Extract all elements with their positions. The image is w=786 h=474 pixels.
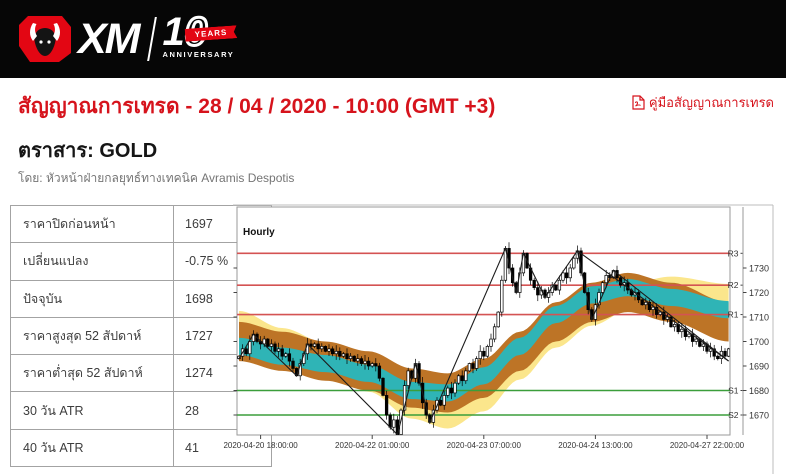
pdf-icon: [632, 95, 645, 110]
table-row: ราคาปิดก่อนหน้า 1697: [10, 204, 272, 244]
stat-label: 30 วัน ATR: [10, 391, 174, 430]
stat-value: 1727: [173, 316, 272, 356]
brand-text: XM: [78, 15, 140, 63]
analyst-byline: โดย: หัวหน้าฝ่ายกลยุทธ์ทางเทคนิค Avramis…: [18, 171, 295, 185]
time-tick-label: 2020-04-24 13:00:00: [558, 441, 633, 450]
table-row: 40 วัน ATR 41: [10, 428, 272, 468]
table-row: ราคาสูงสุด 52 สัปดาห์ 1727: [10, 316, 272, 356]
level-label-R3: R3: [728, 248, 739, 258]
level-label-R2: R2: [728, 280, 739, 290]
price-tick-label: 1730: [749, 264, 769, 274]
time-tick-label: 2020-04-27 22:00:00: [670, 441, 745, 450]
price-axis: 1730 1720 1710 1700 1690 1680 1670: [233, 207, 769, 435]
stat-value: 1698: [173, 279, 272, 318]
table-row: ราคาต่ำสุด 52 สัปดาห์ 1274: [10, 354, 272, 393]
stats-table: ราคาปิดก่อนหน้า 1697 เปลี่ยนแปลง -0.75 % ป…: [10, 204, 272, 468]
candlesticks: [237, 242, 730, 435]
page-title: สัญญาณการเทรด - 28 / 04 / 2020 - 10:00 (…: [18, 95, 496, 118]
outer-envelope-yellow: [239, 276, 729, 429]
trend-line: [577, 250, 729, 362]
stat-value: 1697: [173, 204, 272, 244]
stat-label: ปัจจุบัน: [10, 279, 174, 318]
anniversary-label: ANNIVERSARY: [162, 50, 235, 59]
zigzag-lines: [238, 246, 729, 435]
stat-value: 1274: [173, 354, 272, 393]
price-tick-label: 1690: [749, 362, 769, 372]
manual-link-label: คู่มือสัญญาณการเทรด: [648, 95, 774, 110]
table-row: ปัจจุบัน 1698: [10, 279, 272, 318]
stat-label: เปลี่ยนแปลง: [10, 242, 174, 281]
bull-icon: [19, 16, 71, 62]
stat-value: 28: [173, 391, 272, 430]
xm-logo[interactable]: XM 10 YEARS ANNIVERSARY: [18, 9, 249, 64]
stat-label: ราคาสูงสุด 52 สัปดาห์: [10, 316, 174, 356]
header-bar: XM 10 YEARS ANNIVERSARY: [0, 0, 786, 78]
ma-envelope-bands: [239, 272, 729, 429]
level-label-R1: R1: [728, 310, 739, 320]
signals-manual-link[interactable]: คู่มือสัญญาณการเทรด: [632, 92, 774, 113]
anniversary-badge: 10 YEARS ANNIVERSARY: [162, 9, 249, 64]
price-tick-label: 1700: [749, 337, 769, 347]
level-label-S2: S2: [728, 410, 739, 420]
time-axis: 2020-04-20 18:00:00 2020-04-22 01:00:00 20…: [223, 435, 745, 450]
title-row: สัญญาณการเทรด - 28 / 04 / 2020 - 10:00 (…: [0, 86, 786, 126]
instrument-heading: ตราสาร: GOLD: [18, 140, 158, 162]
stat-label: ราคาต่ำสุด 52 สัปดาห์: [10, 354, 174, 393]
time-tick-label: 2020-04-22 01:00:00: [335, 441, 410, 450]
table-row: 30 วัน ATR 28: [10, 391, 272, 430]
price-tick-label: 1670: [749, 411, 769, 421]
table-row: เปลี่ยนแปลง -0.75 %: [10, 242, 272, 281]
price-tick-label: 1720: [749, 288, 769, 298]
zigzag-line: [238, 246, 729, 435]
stat-label: ราคาปิดก่อนหน้า: [10, 204, 174, 244]
inner-envelope-teal: [239, 279, 729, 402]
sr-level-lines: R3 R2 R1 S1 S2: [237, 248, 743, 420]
stat-value: 41: [173, 428, 272, 468]
price-tick-label: 1710: [749, 313, 769, 323]
mid-envelope-brown: [239, 272, 729, 413]
stat-label: 40 วัน ATR: [10, 428, 174, 468]
stat-value: -0.75 %: [173, 242, 272, 281]
level-label-S1: S1: [728, 386, 739, 396]
logo-divider: [146, 17, 157, 61]
price-tick-label: 1680: [749, 386, 769, 396]
time-tick-label: 2020-04-23 07:00:00: [447, 441, 522, 450]
plot-frame: [236, 206, 731, 436]
